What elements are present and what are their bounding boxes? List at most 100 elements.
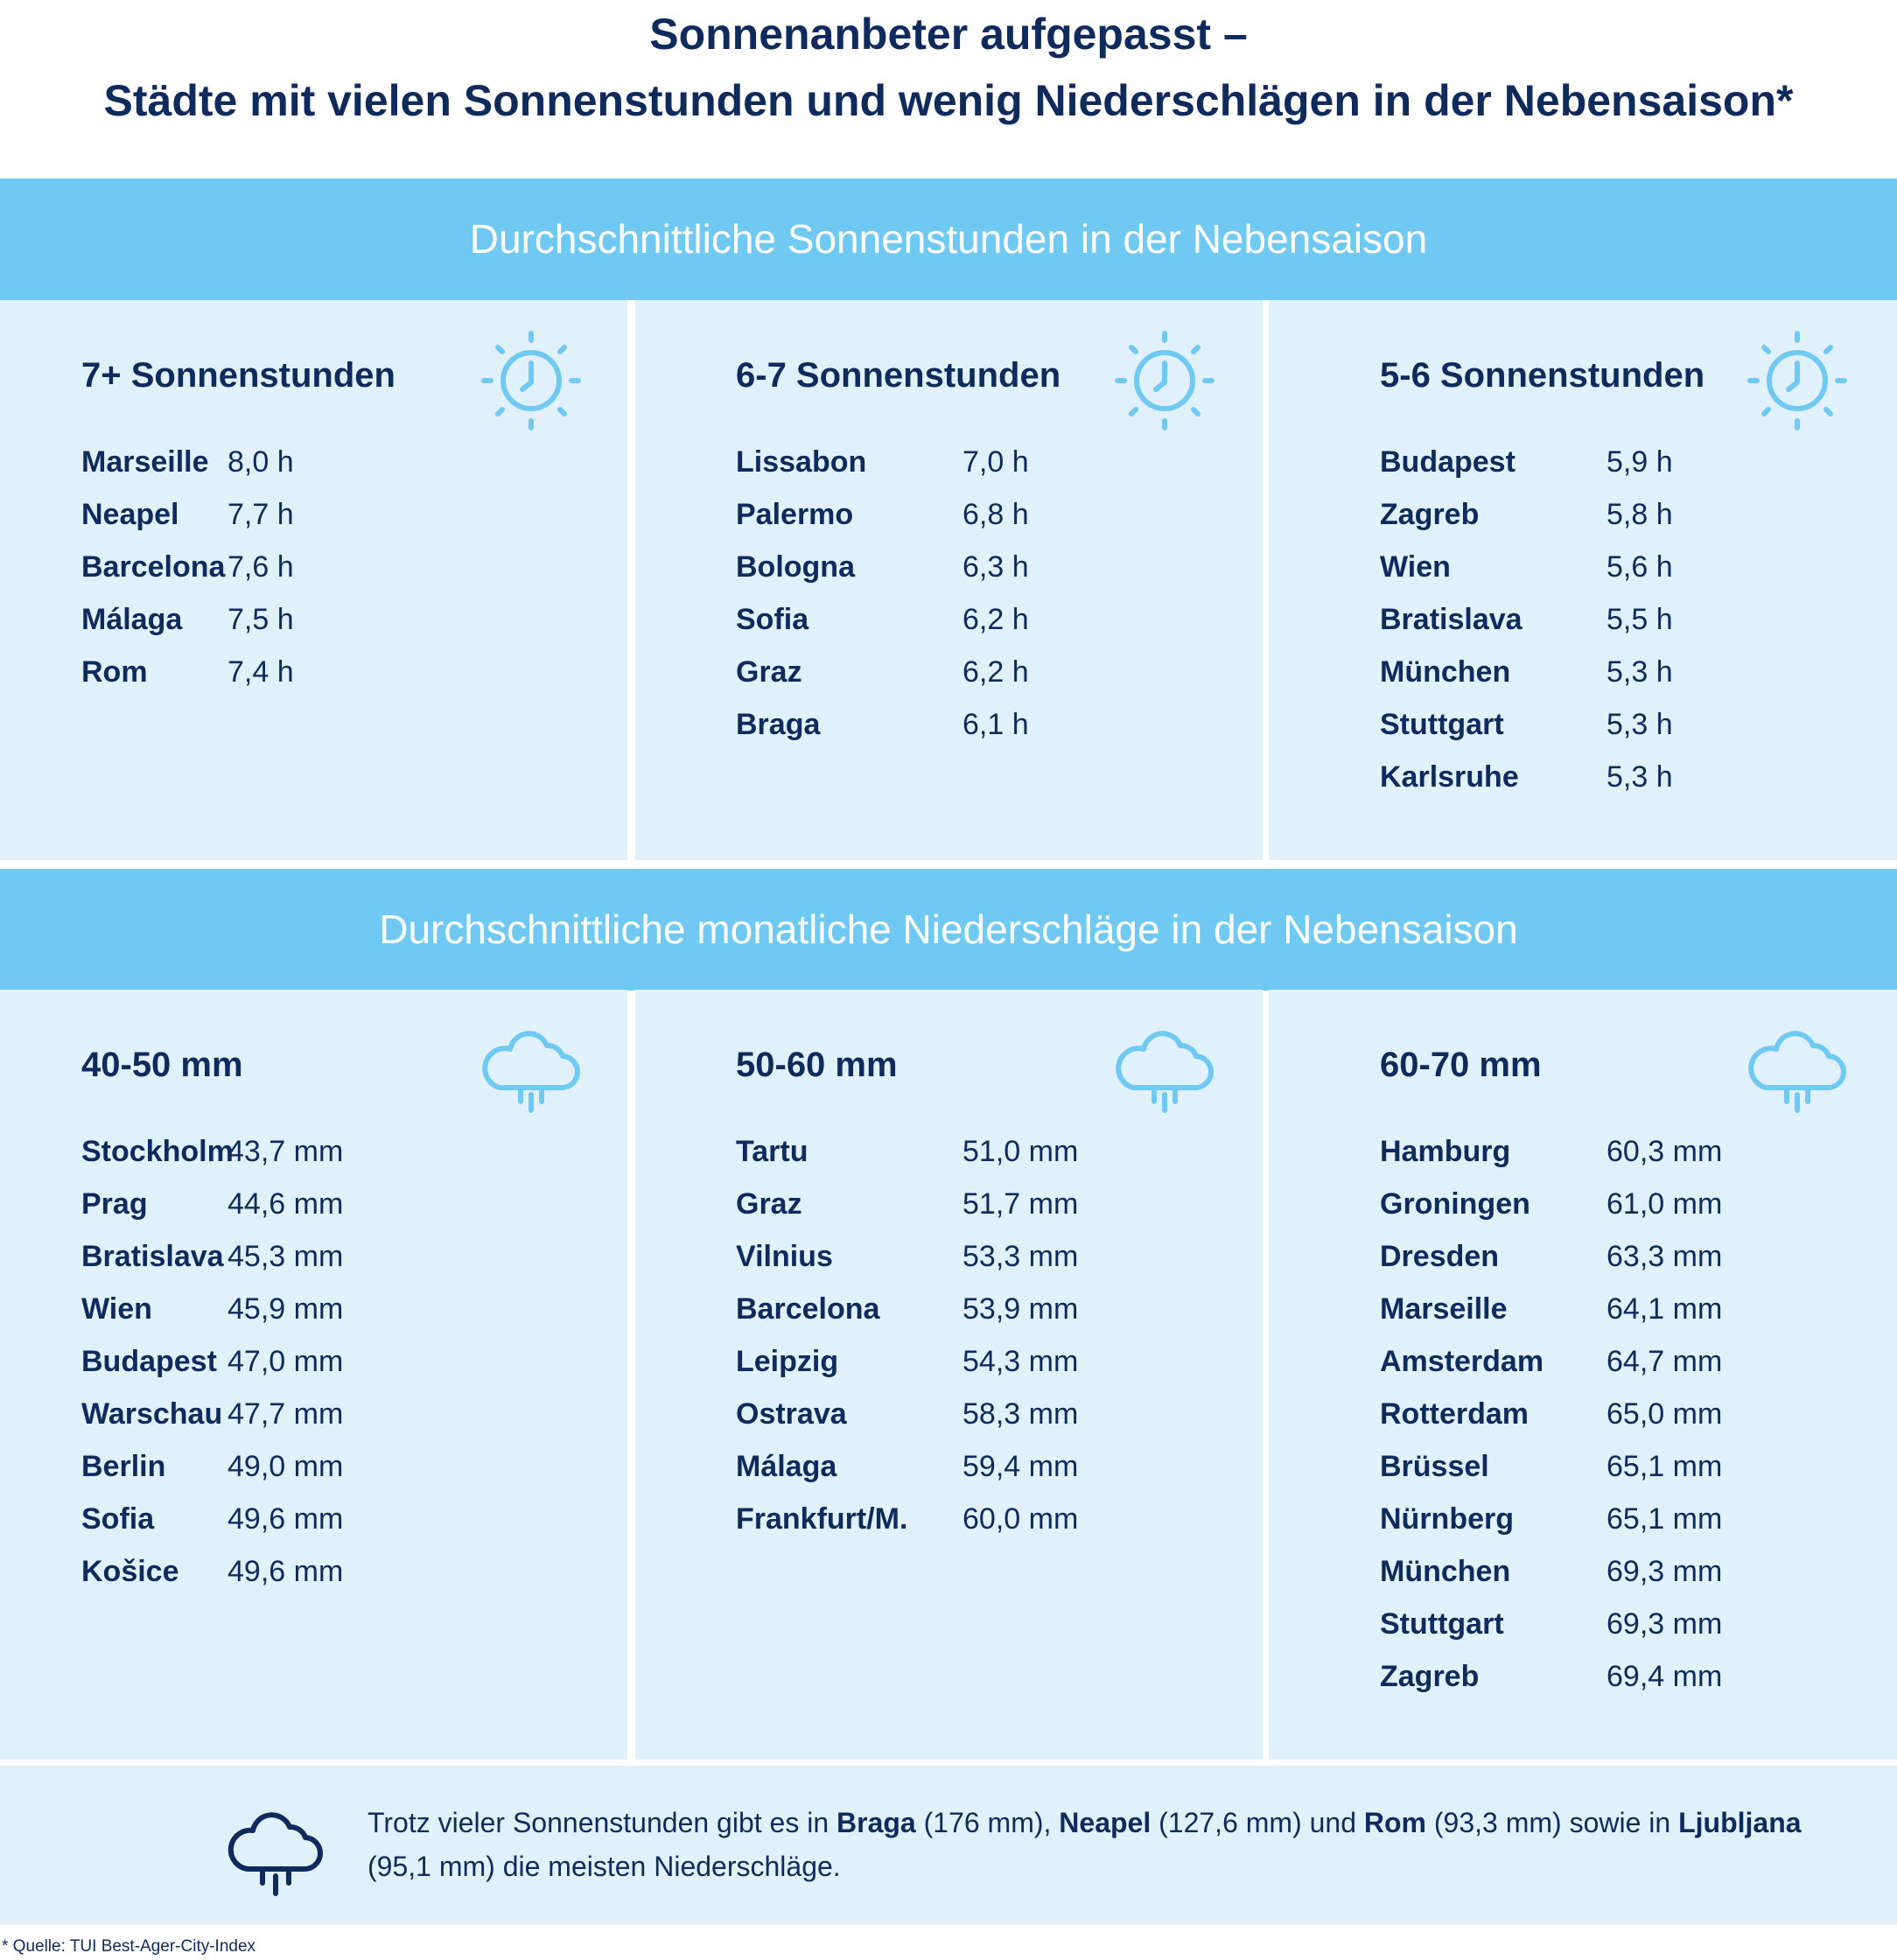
city-name: München: [1380, 1555, 1511, 1588]
city-name: Amsterdam: [1380, 1345, 1544, 1378]
city-value: 7,5 h: [228, 603, 294, 636]
city-value: 5,3 h: [1606, 760, 1673, 794]
list-item: Amsterdam 64,7 mm: [1380, 1345, 1817, 1383]
city-name: Barcelona: [81, 550, 226, 584]
city-name: Nürnberg: [1380, 1502, 1514, 1536]
city-value: 8,0 h: [228, 445, 294, 479]
city-name: Wien: [1380, 550, 1451, 584]
city-name: Marseille: [81, 445, 209, 479]
city-value: 60,3 mm: [1606, 1135, 1723, 1168]
city-name: Stuttgart: [1380, 1607, 1504, 1641]
list-item: Bologna 6,3 h: [736, 550, 1173, 589]
group-heading: 6-7 Sonnenstunden: [736, 356, 1061, 395]
list-item: Bratislava 5,5 h: [1380, 603, 1817, 641]
list-item: Málaga 59,4 mm: [736, 1450, 1173, 1488]
city-value: 7,4 h: [228, 655, 294, 689]
list-item: Bratislava 45,3 mm: [81, 1240, 519, 1278]
list-item: Sofia 49,6 mm: [81, 1502, 519, 1541]
city-value: 60,0 mm: [962, 1502, 1079, 1536]
city-name: Rom: [81, 655, 148, 689]
rain-section-band: Durchschnittliche monatliche Niederschlä…: [0, 869, 1897, 990]
city-name: Zagreb: [1380, 498, 1480, 531]
list-item: Zagreb 5,8 h: [1380, 498, 1817, 536]
list-item: Karlsruhe 5,3 h: [1380, 760, 1817, 799]
city-highlight: Ljubljana: [1678, 1807, 1802, 1838]
list-item: Budapest 5,9 h: [1380, 445, 1817, 484]
city-value: 47,0 mm: [228, 1345, 344, 1378]
city-value: 44,6 mm: [228, 1187, 344, 1221]
city-highlight: Neapel: [1059, 1807, 1152, 1838]
rain-cloud-icon: [1745, 1018, 1850, 1123]
city-value: 65,1 mm: [1606, 1502, 1723, 1536]
title-line-2: Städte mit vielen Sonnenstunden und weni…: [103, 76, 1794, 125]
list-item: Tartu 51,0 mm: [736, 1135, 1173, 1173]
city-value: 64,1 mm: [1606, 1292, 1723, 1326]
city-value: 7,0 h: [962, 445, 1029, 479]
list-item: Wien 5,6 h: [1380, 550, 1817, 589]
city-name: Málaga: [736, 1450, 837, 1483]
city-name: Lissabon: [736, 445, 867, 479]
city-name: München: [1380, 655, 1511, 689]
footer-text-part: (93,3 mm) sowie in: [1426, 1807, 1679, 1838]
city-value: 59,4 mm: [962, 1450, 1079, 1483]
city-name: Košice: [81, 1555, 179, 1588]
city-name: Hamburg: [1380, 1135, 1511, 1168]
city-value: 7,7 h: [228, 498, 294, 531]
city-name: Karlsruhe: [1380, 760, 1519, 794]
list-item: Barcelona 53,9 mm: [736, 1292, 1173, 1331]
city-name: Bologna: [736, 550, 855, 584]
city-value: 5,3 h: [1606, 655, 1673, 689]
rain-panel-1: 40-50 mm Stockholm 43,7 mm Prag 44,6 mm Brati…: [0, 990, 627, 1760]
list-item: Graz 51,7 mm: [736, 1187, 1173, 1226]
footer-text-part: (127,6 mm) und: [1151, 1807, 1364, 1838]
city-name: Bratislava: [1380, 603, 1522, 636]
city-value: 69,3 mm: [1606, 1607, 1723, 1641]
city-name: Frankfurt/M.: [736, 1502, 908, 1536]
city-value: 6,3 h: [962, 550, 1029, 584]
list-item: Lissabon 7,0 h: [736, 445, 1173, 484]
city-value: 49,0 mm: [228, 1450, 344, 1483]
city-name: Málaga: [81, 603, 183, 636]
list-item: Stuttgart 5,3 h: [1380, 708, 1817, 746]
city-name: Bratislava: [81, 1240, 224, 1273]
list-item: Graz 6,2 h: [736, 655, 1173, 694]
list-item: Dresden 63,3 mm: [1380, 1240, 1817, 1278]
city-value: 54,3 mm: [962, 1345, 1079, 1378]
list-item: Ostrava 58,3 mm: [736, 1397, 1173, 1436]
city-value: 5,3 h: [1606, 708, 1673, 741]
footer-text: Trotz vieler Sonnenstunden gibt es in Br…: [368, 1801, 1855, 1888]
city-value: 65,1 mm: [1606, 1450, 1723, 1483]
list-item: München 5,3 h: [1380, 655, 1817, 694]
city-value: 5,5 h: [1606, 603, 1673, 636]
city-name: Leipzig: [736, 1345, 839, 1378]
city-value: 47,7 mm: [228, 1397, 344, 1431]
city-name: Brüssel: [1380, 1450, 1489, 1483]
sun-panel-2: 6-7 Sonnenstunden Lissabon 7,0 h Palermo 6,8…: [635, 300, 1263, 860]
list-item: Málaga 7,5 h: [81, 603, 519, 641]
city-name: Barcelona: [736, 1292, 880, 1326]
list-item: Sofia 6,2 h: [736, 603, 1173, 641]
list-item: Marseille 8,0 h: [81, 445, 519, 484]
city-name: Stuttgart: [1380, 708, 1504, 741]
list-item: Stockholm 43,7 mm: [81, 1135, 519, 1173]
city-value: 51,0 mm: [962, 1135, 1079, 1168]
list-item: Zagreb 69,4 mm: [1380, 1660, 1817, 1698]
city-value: 63,3 mm: [1606, 1240, 1723, 1273]
list-item: Wien 45,9 mm: [81, 1292, 519, 1331]
list-item: Braga 6,1 h: [736, 708, 1173, 746]
group-heading: 50-60 mm: [736, 1046, 898, 1084]
list-item: Košice 49,6 mm: [81, 1555, 519, 1593]
city-name: Braga: [736, 708, 821, 741]
list-item: Brüssel 65,1 mm: [1380, 1450, 1817, 1488]
list-item: Budapest 47,0 mm: [81, 1345, 519, 1383]
city-value: 61,0 mm: [1606, 1187, 1723, 1221]
sun-section-band: Durchschnittliche Sonnenstunden in der N…: [0, 178, 1897, 300]
city-value: 69,4 mm: [1606, 1660, 1723, 1693]
sun-panel-1: 7+ Sonnenstunden Marseille 8,0 h Neapel 7,7 …: [0, 300, 627, 860]
city-name: Warschau: [81, 1397, 223, 1431]
list-item: Rotterdam 65,0 mm: [1380, 1397, 1817, 1436]
footer-text-part: (95,1 mm) die meisten Niederschläge.: [368, 1851, 841, 1882]
city-value: 6,8 h: [962, 498, 1029, 531]
sun-clock-icon: [1112, 328, 1217, 433]
list-item: Neapel 7,7 h: [81, 498, 519, 536]
